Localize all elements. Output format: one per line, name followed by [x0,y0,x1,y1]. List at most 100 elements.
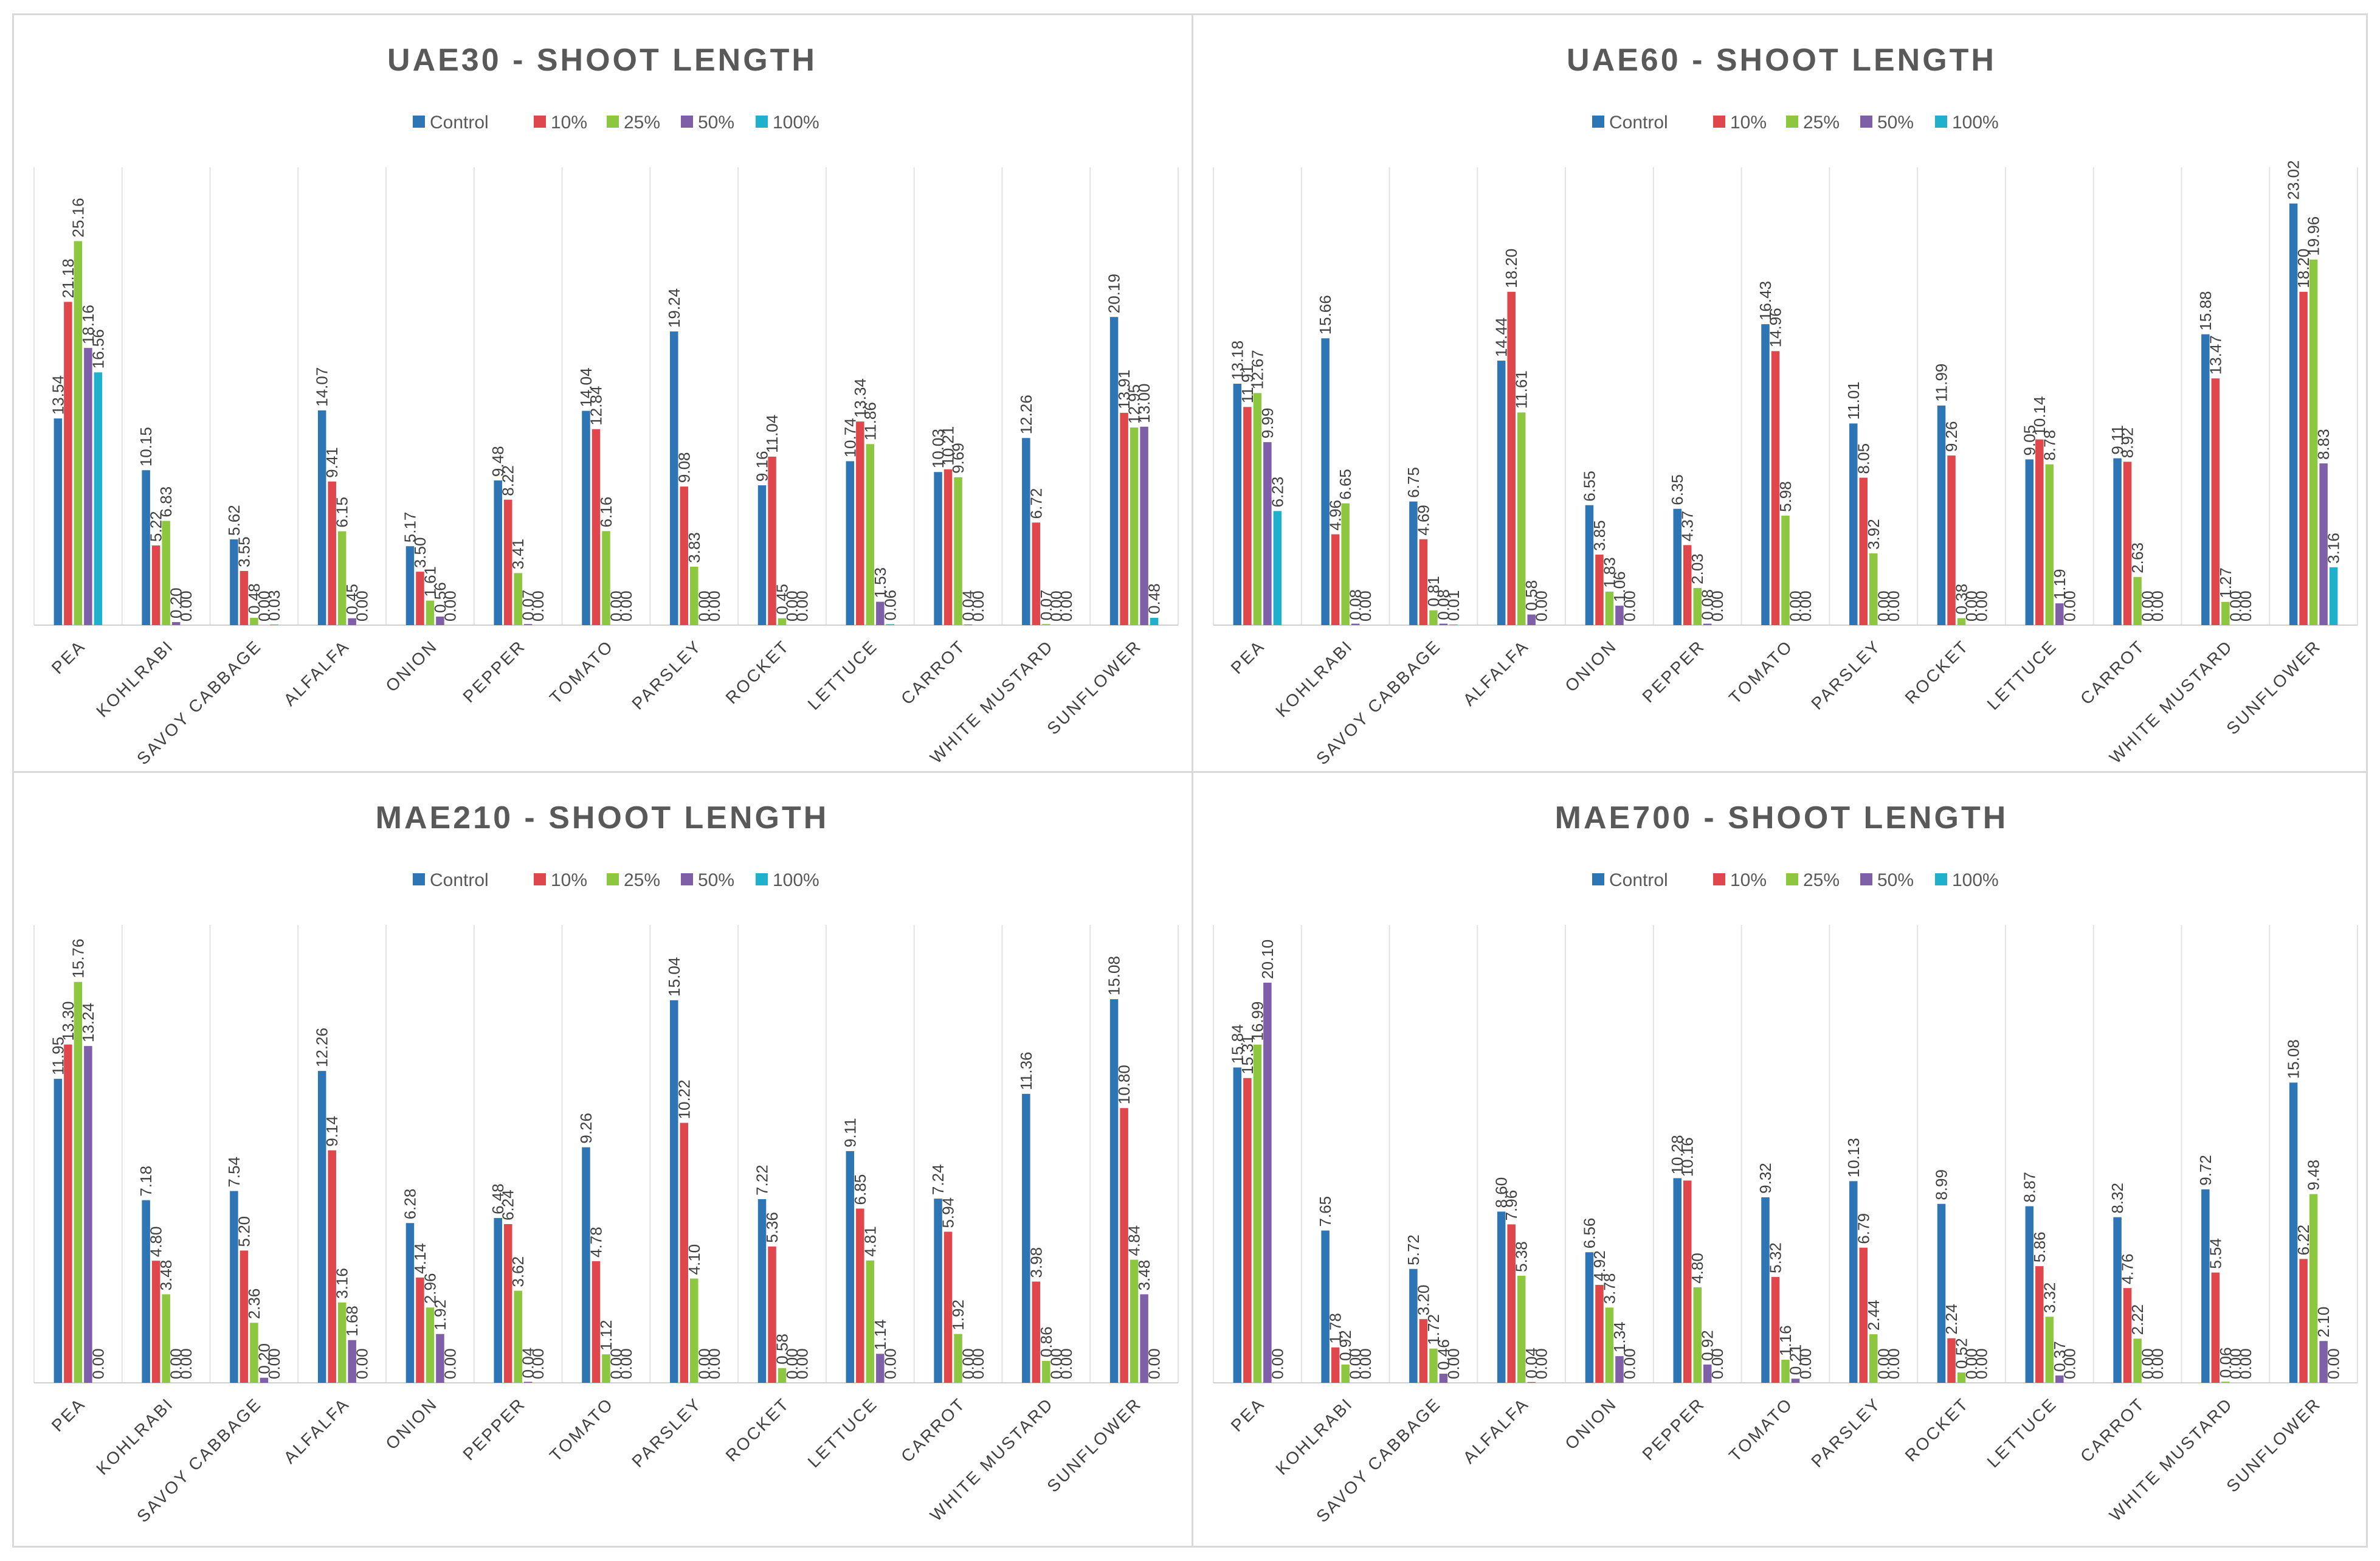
data-label: 2.22 [2128,1304,2147,1335]
data-label: 0.00 [1962,1348,1981,1379]
data-label: 1.19 [2051,569,2069,600]
bar-white-mustard-control [2201,1189,2210,1383]
data-label: 1.72 [1424,1314,1443,1345]
data-label: 13.91 [1115,370,1133,409]
category-label-pepper: PEPPER [459,1394,529,1464]
bar-sunflower-10 [2299,1259,2308,1383]
data-label: 9.11 [2108,425,2126,455]
data-label: 1.68 [343,1306,361,1337]
data-label: 0.00 [1787,590,1805,621]
data-label: 0.20 [255,1343,273,1374]
bar-tomato-control [582,410,590,625]
data-label: 0.08 [1347,589,1365,620]
bar-savoy-cabbage-50 [1439,623,1448,625]
data-label: 1.12 [597,1320,615,1351]
bar-onion-10 [1595,1284,1604,1383]
bar-carrot-control [2113,458,2122,625]
bar-pepper-10 [1683,1180,1692,1383]
bar-savoy-cabbage-10 [1419,1319,1428,1383]
bar-rocket-control [1937,1203,1946,1383]
legend-item-50: 50% [681,112,734,133]
data-label: 3.55 [235,536,253,567]
data-label: 0.21 [1787,1345,1805,1376]
bar-alfalfa-25 [1517,412,1526,625]
data-label: 3.98 [1027,1247,1045,1278]
bar-rocket-10 [1947,1338,1956,1383]
bar-pea-50 [1263,982,1272,1383]
data-label: 6.72 [1027,488,1045,519]
data-label: 14.04 [577,368,595,407]
legend-swatch [1786,873,1798,885]
horizontal-divider [14,771,2366,773]
category-label-onion: ONION [1561,1394,1620,1453]
bar-rocket-25 [1957,1372,1966,1383]
data-label: 8.05 [1854,443,1872,474]
legend-swatch [681,873,693,885]
legend-label: Control [1609,870,1668,890]
data-label: 19.96 [2305,216,2323,256]
bar-pea-10 [64,302,72,626]
data-label: 0.07 [519,590,537,621]
bar-onion-control [1585,505,1594,625]
data-label: 0.45 [343,584,361,615]
data-label: 0.00 [881,1348,899,1379]
data-label: 15.88 [2196,291,2215,331]
legend-swatch [534,873,546,885]
bar-pepper-25 [514,573,522,625]
data-label: 13.47 [2206,335,2224,375]
bar-kohlrabi-control [142,1200,150,1383]
data-label: 8.78 [2040,430,2058,461]
data-label: 0.00 [607,1348,626,1379]
bar-carrot-control [934,1199,942,1383]
bar-pepper-50 [523,1382,533,1383]
bar-lettuce-10 [2035,1266,2044,1383]
data-label: 4.80 [147,1227,165,1258]
legend-item-10: 10% [1713,870,1767,890]
data-label: 12.26 [313,1028,331,1067]
data-label: 0.00 [529,1348,547,1379]
data-label: 25.16 [69,198,87,237]
data-label: 20.10 [1258,940,1277,979]
legend-swatch [681,116,693,128]
bar-sunflower-control [1109,317,1119,625]
bar-sunflower-10 [1120,412,1128,625]
data-label: 0.04 [1522,1348,1540,1379]
bar-tomato-10 [1771,351,1780,625]
legend-label: 50% [698,870,734,890]
bar-parsley-control [670,1000,678,1383]
data-label: 4.78 [587,1227,605,1258]
data-label: 5.38 [1513,1241,1531,1272]
data-label: 0.00 [1796,590,1815,621]
category-label-parsley: PARSLEY [1807,636,1885,713]
data-label: 5.86 [2030,1232,2049,1263]
bar-sunflower-50 [2319,1341,2328,1383]
data-label: 0.00 [441,590,459,621]
legend-label: 25% [624,870,660,890]
data-label: 0.00 [2060,590,2078,621]
category-label-parsley: PARSLEY [1807,1394,1885,1471]
bar-pea-10 [1243,1078,1252,1383]
bar-pepper-50 [523,624,533,625]
bar-carrot-10 [2123,1288,2132,1383]
category-label-tomato: TOMATO [546,1394,617,1465]
legend-label: 100% [773,870,819,890]
data-label: 0.03 [265,590,283,621]
bar-alfalfa-50 [348,618,356,625]
data-label: 2.10 [2314,1307,2333,1338]
bar-tomato-25 [1781,515,1790,625]
bar-alfalfa-10 [328,481,336,625]
category-label-rocket: ROCKET [1902,1394,1973,1465]
data-label: 4.69 [1414,505,1432,536]
bar-lettuce-50 [876,601,885,625]
data-label: 0.00 [969,590,987,621]
data-label: 3.48 [1135,1260,1153,1291]
bar-carrot-10 [943,1231,953,1383]
bar-kohlrabi-25 [162,521,170,625]
data-label: 7.54 [225,1157,243,1188]
legend-swatch [1935,116,1947,128]
data-label: 1.16 [1776,1325,1795,1356]
data-label: 3.92 [1864,519,1883,550]
bar-pea-25 [1253,1044,1262,1383]
bar-parsley-control [1849,423,1858,625]
data-label: 0.00 [2237,590,2255,621]
